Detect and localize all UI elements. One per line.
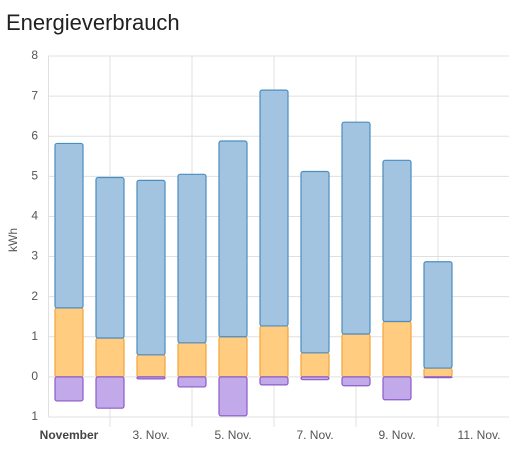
bar [300,170,330,354]
bar [423,367,453,378]
x-tick-label: 9. Nov. [378,428,415,442]
y-tick-label: 8 [31,48,38,62]
y-axis-label: kWh [6,228,20,252]
bar [54,376,84,402]
x-tick-label: 11. Nov. [458,428,501,442]
bar [300,376,330,381]
y-tick-label: 1 [31,409,38,423]
y-tick-label: 1 [31,329,38,343]
bar [300,352,330,378]
y-tick-label: 0 [31,369,38,383]
bar [423,376,453,379]
bar [177,376,207,388]
y-tick-label: 4 [31,209,38,223]
y-tick-label: 5 [31,169,38,183]
y-tick-label: 7 [31,88,38,102]
chart-title: Energieverbrauch [6,10,180,35]
bar [218,376,248,417]
x-tick-label: 5. Nov. [214,428,251,442]
bar [341,333,371,378]
y-tick-label: 2 [31,289,38,303]
bar [136,354,166,378]
bar [95,376,125,409]
bar [177,173,207,344]
bar [341,121,371,335]
bar [259,89,289,327]
bar [95,176,125,339]
x-tick-label: 7. Nov. [296,428,333,442]
y-tick-label: 6 [31,128,38,142]
bar [54,307,84,378]
x-tick-label: 3. Nov. [132,428,169,442]
bar [382,376,412,401]
bar [54,142,84,309]
bar [136,179,166,356]
bar [218,140,248,338]
bar [341,376,371,387]
bar [218,336,248,378]
bar [259,325,289,378]
bar [423,261,453,369]
bar [382,159,412,323]
bar [382,320,412,378]
bar [95,337,125,378]
bar [136,376,166,380]
x-tick-label: November [40,428,99,442]
bar [177,342,207,378]
y-tick-label: 3 [31,249,38,263]
bar [259,376,289,386]
